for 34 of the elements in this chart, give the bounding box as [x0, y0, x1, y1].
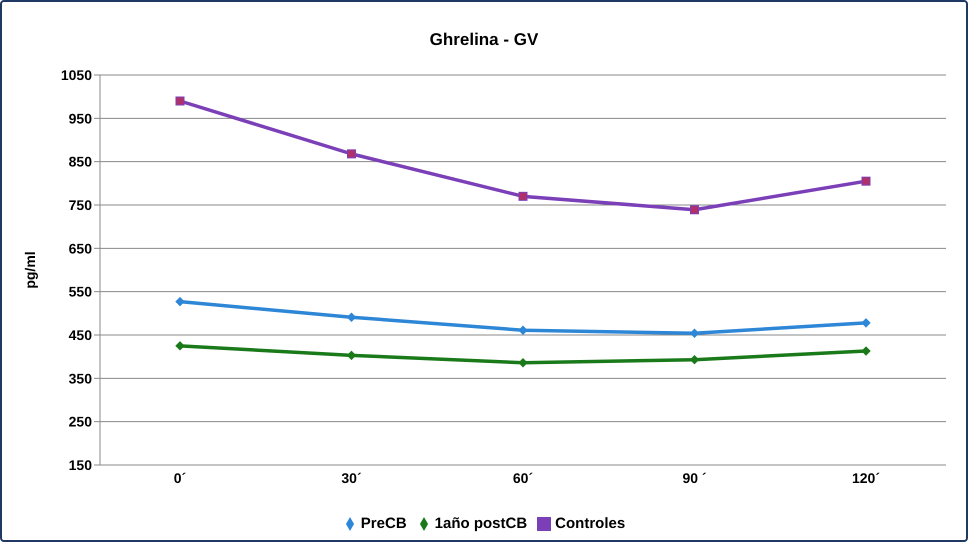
x-tick-label: 0´ [174, 470, 187, 486]
y-tick-label: 1050 [60, 66, 92, 83]
legend-label: PreCB [360, 515, 407, 532]
y-tick-label: 250 [68, 414, 92, 430]
point [176, 96, 184, 106]
chart-title: Ghrelina - GV [428, 30, 540, 50]
x-tick-label: 60´ [512, 470, 534, 486]
y-tick-label: 550 [68, 284, 92, 300]
y-tick-label: 950 [68, 110, 92, 126]
point [518, 358, 528, 368]
y-tick-label: 150 [68, 456, 92, 473]
point [176, 341, 184, 350]
y-tick-label: 450 [68, 326, 92, 343]
point [690, 355, 699, 364]
y-tick-label: 350 [68, 370, 92, 386]
point [347, 149, 356, 158]
x-tick-label: 30´ [341, 470, 362, 486]
x-tick-label: 120´ [852, 470, 880, 486]
point [518, 192, 528, 201]
y-tick-label: 650 [68, 240, 92, 256]
y-tick-label: 750 [68, 196, 92, 213]
legend-label: Controles [555, 515, 626, 532]
point [862, 318, 870, 328]
y-axis-title: pg/ml [22, 251, 38, 289]
point [862, 176, 870, 186]
y-tick-label: 850 [68, 154, 92, 170]
point [176, 297, 184, 306]
point [347, 312, 356, 322]
point [518, 326, 528, 335]
point [690, 205, 699, 214]
x-tick-label: 90 ´ [682, 470, 707, 486]
point [347, 350, 356, 360]
legend-label: 1año postCB [434, 515, 528, 532]
point [862, 346, 870, 356]
